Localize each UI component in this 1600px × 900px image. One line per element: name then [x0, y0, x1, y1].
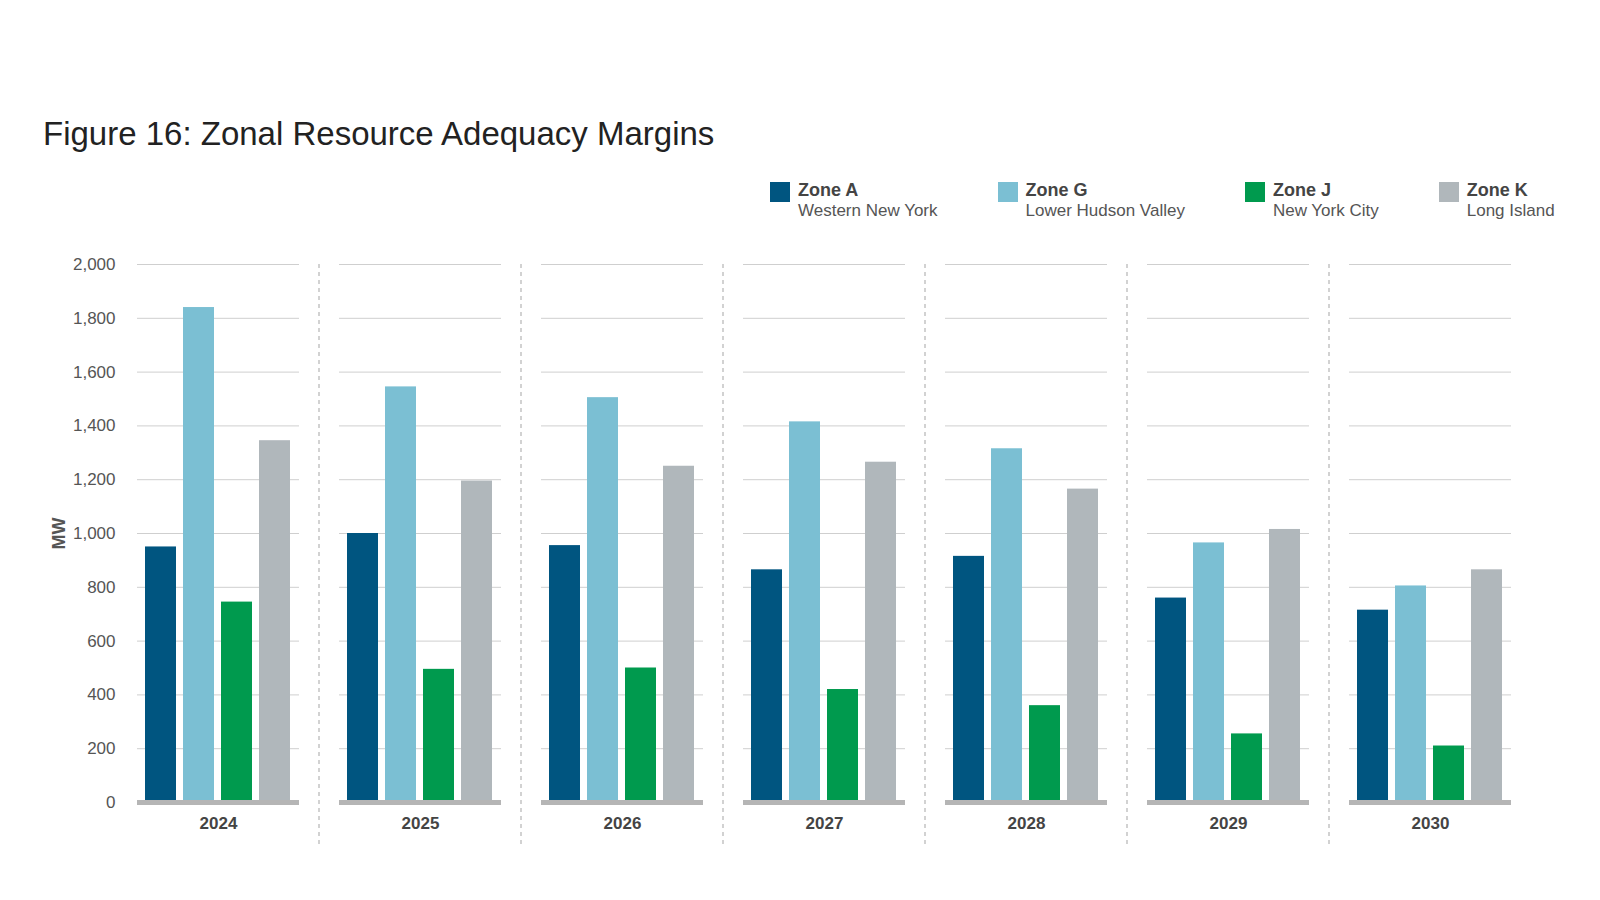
svg-text:2026: 2026: [604, 814, 642, 833]
svg-text:2,000: 2,000: [73, 255, 116, 274]
html-text:Zone G: Zone G: [1025, 180, 1088, 200]
svg-text:2027: 2027: [806, 814, 844, 833]
svg-text:2029: 2029: [1210, 814, 1248, 833]
html-text:Figure 16: Zonal Resource Adeq: Figure 16: Zonal Resource Adequacy Margi…: [43, 115, 715, 152]
html-text:Zone A: Zone A: [798, 180, 859, 200]
svg-text:200: 200: [87, 739, 115, 758]
html-text:New York City: New York City: [1272, 201, 1379, 220]
svg-text:2025: 2025: [402, 814, 440, 833]
svg-text:400: 400: [87, 685, 115, 704]
svg-text:800: 800: [87, 578, 115, 597]
html-text:Lower Hudson Valley: Lower Hudson Valley: [1025, 201, 1185, 220]
svg-text:1,800: 1,800: [73, 309, 116, 328]
html-text:Zone J: Zone J: [1272, 180, 1331, 200]
html-text:Long Island: Long Island: [1466, 201, 1555, 220]
html-text:Zone K: Zone K: [1466, 180, 1528, 200]
svg-text:2030: 2030: [1412, 814, 1450, 833]
svg-text:1,000: 1,000: [73, 524, 116, 543]
svg-text:1,400: 1,400: [73, 416, 116, 435]
svg-text:2024: 2024: [200, 814, 238, 833]
svg-text:0: 0: [106, 793, 115, 812]
svg-text:MW: MW: [49, 517, 69, 549]
svg-text:1,200: 1,200: [73, 470, 116, 489]
svg-text:600: 600: [87, 632, 115, 651]
svg-text:2028: 2028: [1008, 814, 1046, 833]
svg-text:1,600: 1,600: [73, 363, 116, 382]
html-text:Western New York: Western New York: [798, 201, 938, 220]
